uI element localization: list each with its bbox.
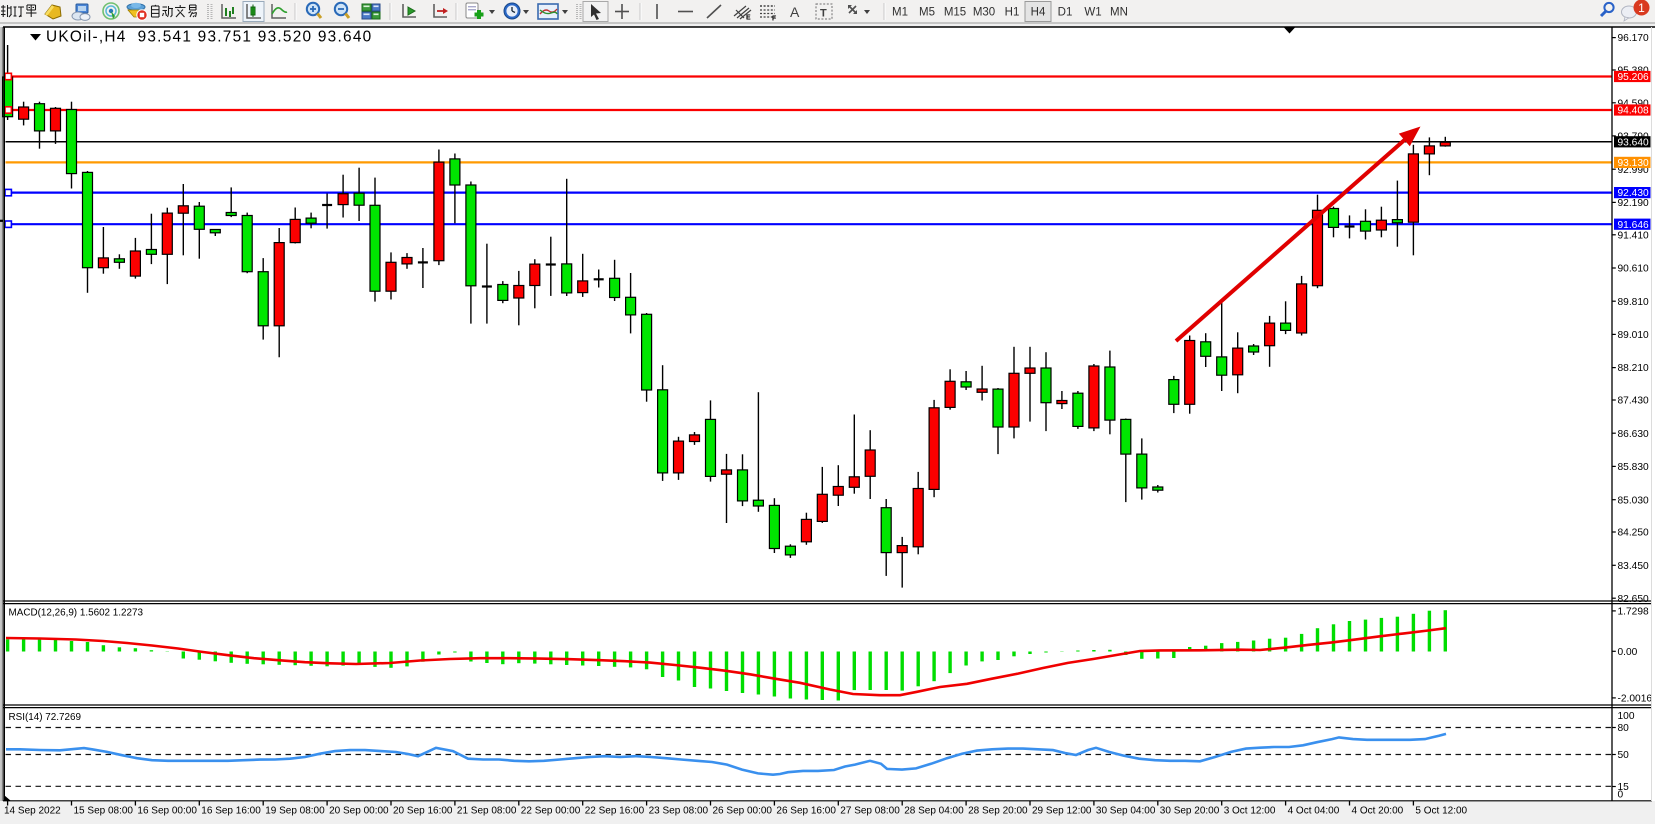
svg-text:27 Sep 08:00: 27 Sep 08:00 <box>840 806 900 817</box>
svg-text:14 Sep 2022: 14 Sep 2022 <box>4 806 61 817</box>
svg-text:5 Oct 12:00: 5 Oct 12:00 <box>1415 806 1467 817</box>
svg-text:94.408: 94.408 <box>1618 106 1649 117</box>
svg-text:84.250: 84.250 <box>1618 528 1649 539</box>
svg-text:29 Sep 12:00: 29 Sep 12:00 <box>1032 806 1092 817</box>
svg-text:82.650: 82.650 <box>1618 594 1649 605</box>
svg-text:96.170: 96.170 <box>1618 33 1649 44</box>
svg-text:21 Sep 08:00: 21 Sep 08:00 <box>457 806 517 817</box>
svg-text:85.030: 85.030 <box>1618 495 1649 506</box>
svg-text:1: 1 <box>1638 1 1645 15</box>
svg-text:16 Sep 16:00: 16 Sep 16:00 <box>201 806 261 817</box>
svg-text:22 Sep 00:00: 22 Sep 00:00 <box>521 806 581 817</box>
svg-text:88.210: 88.210 <box>1618 363 1649 374</box>
svg-text:D1: D1 <box>1058 7 1073 19</box>
svg-text:89.010: 89.010 <box>1618 330 1649 341</box>
svg-text:0.00: 0.00 <box>1618 647 1638 658</box>
svg-text:W1: W1 <box>1084 7 1101 19</box>
svg-text:M5: M5 <box>919 7 935 19</box>
svg-text:20 Sep 16:00: 20 Sep 16:00 <box>393 806 453 817</box>
svg-text:91.646: 91.646 <box>1618 220 1649 231</box>
svg-text:92.430: 92.430 <box>1618 188 1649 199</box>
svg-text:4 Oct 20:00: 4 Oct 20:00 <box>1352 806 1404 817</box>
svg-text:26 Sep 00:00: 26 Sep 00:00 <box>713 806 773 817</box>
svg-text:15 Sep 08:00: 15 Sep 08:00 <box>74 806 134 817</box>
svg-text:20 Sep 00:00: 20 Sep 00:00 <box>329 806 389 817</box>
svg-text:T: T <box>820 8 827 20</box>
svg-text:16 Sep 00:00: 16 Sep 00:00 <box>137 806 197 817</box>
svg-text:23 Sep 08:00: 23 Sep 08:00 <box>649 806 709 817</box>
svg-text:30 Sep 04:00: 30 Sep 04:00 <box>1096 806 1156 817</box>
svg-text:83.450: 83.450 <box>1618 561 1649 572</box>
svg-text:22 Sep 16:00: 22 Sep 16:00 <box>585 806 645 817</box>
svg-text:M15: M15 <box>944 7 966 19</box>
svg-text:86.630: 86.630 <box>1618 429 1649 440</box>
svg-text:28 Sep 04:00: 28 Sep 04:00 <box>904 806 964 817</box>
svg-text:91.410: 91.410 <box>1618 230 1649 241</box>
svg-text:M30: M30 <box>973 7 995 19</box>
svg-text:0: 0 <box>1618 789 1624 800</box>
svg-text:93.640: 93.640 <box>1618 137 1649 148</box>
svg-text:15: 15 <box>1618 782 1630 793</box>
svg-text:A: A <box>790 4 800 20</box>
svg-text:28 Sep 20:00: 28 Sep 20:00 <box>968 806 1028 817</box>
svg-text:F: F <box>772 16 777 23</box>
svg-text:UKOil-,H4 93.541 93.751 93.52: UKOil-,H4 93.541 93.751 93.520 93.640 <box>46 29 372 46</box>
svg-text:90.610: 90.610 <box>1618 264 1649 275</box>
svg-text:26 Sep 16:00: 26 Sep 16:00 <box>776 806 836 817</box>
svg-text:MACD(12,26,9) 1.5602 1.2273: MACD(12,26,9) 1.5602 1.2273 <box>9 608 144 619</box>
svg-text:85.830: 85.830 <box>1618 462 1649 473</box>
svg-text:E: E <box>746 15 751 22</box>
svg-text:19 Sep 08:00: 19 Sep 08:00 <box>265 806 325 817</box>
svg-text:30 Sep 20:00: 30 Sep 20:00 <box>1160 806 1220 817</box>
svg-text:3 Oct 12:00: 3 Oct 12:00 <box>1224 806 1276 817</box>
svg-text:50: 50 <box>1618 750 1630 761</box>
svg-text:MN: MN <box>1110 7 1128 19</box>
svg-text:RSI(14) 72.7269: RSI(14) 72.7269 <box>9 712 82 723</box>
svg-text:80: 80 <box>1618 723 1630 734</box>
svg-text:92.990: 92.990 <box>1618 165 1649 176</box>
svg-text:89.810: 89.810 <box>1618 297 1649 308</box>
svg-text:93.130: 93.130 <box>1618 158 1649 169</box>
svg-text:4 Oct 04:00: 4 Oct 04:00 <box>1288 806 1340 817</box>
svg-text:1.7298: 1.7298 <box>1618 607 1649 618</box>
svg-text:100: 100 <box>1618 711 1635 722</box>
svg-text:H1: H1 <box>1005 7 1020 19</box>
svg-text:95.206: 95.206 <box>1618 72 1649 83</box>
svg-text:92.190: 92.190 <box>1618 198 1649 209</box>
svg-text:87.430: 87.430 <box>1618 396 1649 407</box>
svg-text:M1: M1 <box>892 7 908 19</box>
svg-text:94.590: 94.590 <box>1618 98 1649 109</box>
svg-text:H4: H4 <box>1031 7 1046 19</box>
svg-text:-2.0016: -2.0016 <box>1618 694 1653 705</box>
